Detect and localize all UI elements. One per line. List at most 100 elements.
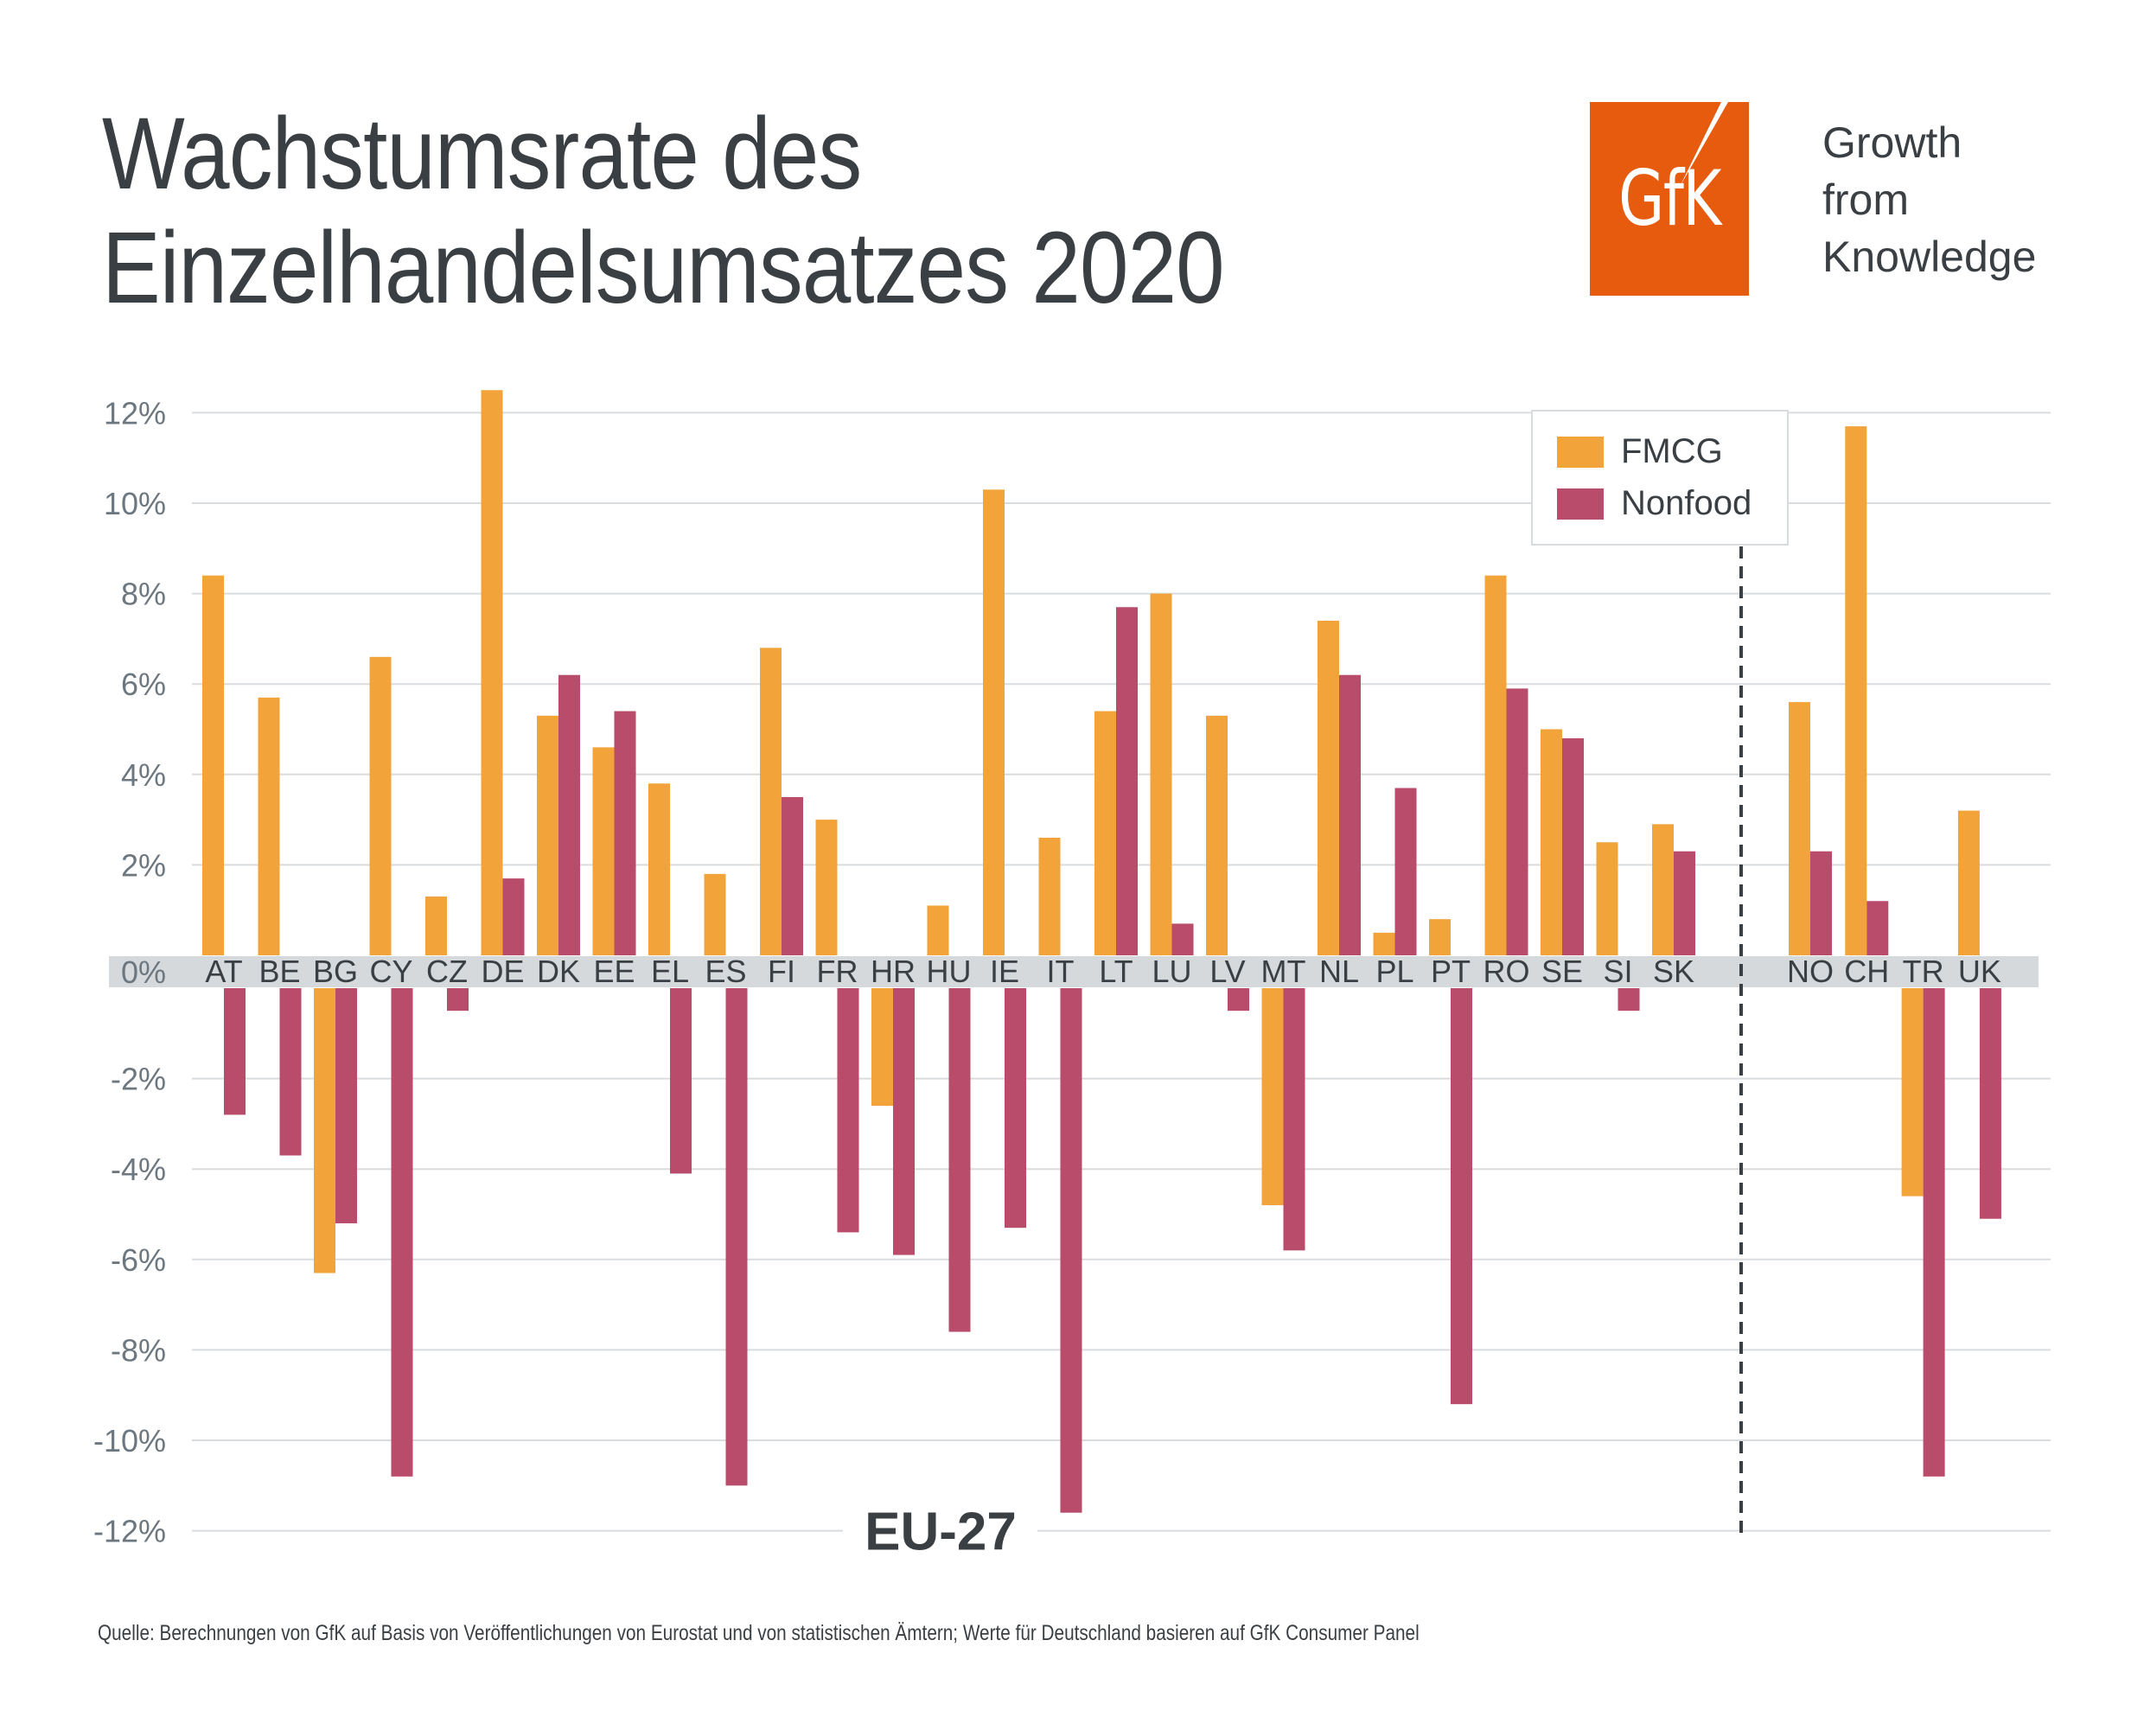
bar-nonfood-dk bbox=[558, 674, 580, 955]
x-tick-label-ie: IE bbox=[990, 954, 1019, 989]
bar-fmcg-at bbox=[202, 575, 224, 955]
y-tick-label: 12% bbox=[104, 395, 166, 431]
x-tick-label-lv: LV bbox=[1209, 954, 1245, 989]
bar-fmcg-el bbox=[648, 783, 670, 955]
eu27-annotation-group: EU-27 bbox=[843, 1503, 1037, 1562]
bar-nonfood-it bbox=[1060, 988, 1082, 1513]
source-note: Quelle: Berechnungen von GfK auf Basis v… bbox=[98, 1621, 1420, 1645]
bar-nonfood-fr bbox=[837, 988, 859, 1233]
bar-nonfood-cy bbox=[391, 988, 413, 1477]
bar-nonfood-se bbox=[1562, 737, 1584, 955]
x-tick-label-lt: LT bbox=[1099, 954, 1133, 989]
bar-fmcg-sk bbox=[1652, 824, 1674, 955]
bar-fmcg-bg bbox=[314, 988, 335, 1273]
bar-nonfood-pt bbox=[1451, 988, 1472, 1405]
y-tick-label: 4% bbox=[121, 757, 166, 793]
bar-nonfood-de bbox=[502, 878, 525, 955]
legend: FMCG Nonfood bbox=[1531, 410, 1789, 546]
bar-nonfood-mt bbox=[1283, 988, 1305, 1251]
legend-swatch-nonfood bbox=[1557, 488, 1604, 520]
bar-nonfood-hr bbox=[893, 988, 915, 1255]
x-tick-label-si: SI bbox=[1603, 954, 1632, 989]
bar-nonfood-be bbox=[279, 988, 302, 1156]
y-tick-label: -6% bbox=[111, 1242, 166, 1278]
x-tick-label-tr: TR bbox=[1903, 954, 1944, 989]
bar-fmcg-pt bbox=[1429, 919, 1451, 955]
bar-fmcg-be bbox=[258, 697, 280, 955]
y-axis-labels: 12% 10% 8% 6% 4% 2% -2% -4% -6% -8% -10% -12% 0% bbox=[93, 395, 166, 1548]
x-tick-label-sk: SK bbox=[1653, 954, 1694, 989]
bar-fmcg-lu bbox=[1150, 593, 1172, 955]
bars bbox=[202, 390, 2001, 1513]
x-tick-label-no: NO bbox=[1787, 954, 1834, 989]
x-axis-labels: AT BE BG CY CZ DE DK EE EL ES FI FR HR HU IE IT LT LU LV MT… bbox=[205, 954, 2001, 989]
bar-fmcg-hr bbox=[871, 988, 893, 1106]
bar-fmcg-lt bbox=[1094, 711, 1116, 955]
eu27-label-mask bbox=[843, 1522, 1037, 1540]
bar-nonfood-ee bbox=[614, 711, 636, 955]
bar-nonfood-fi bbox=[782, 796, 803, 955]
bar-nonfood-bg bbox=[335, 988, 357, 1223]
bar-fmcg-dk bbox=[537, 715, 558, 955]
x-tick-label-dk: DK bbox=[537, 954, 580, 989]
x-tick-label-at: AT bbox=[205, 954, 242, 989]
eu27-label: EU-27 bbox=[865, 1503, 1017, 1562]
x-tick-label-fi: FI bbox=[768, 954, 795, 989]
bar-nonfood-es bbox=[725, 988, 748, 1486]
tagline: Growth from Knowledge bbox=[1822, 114, 2036, 285]
x-tick-label-pl: PL bbox=[1375, 954, 1413, 989]
bar-fmcg-uk bbox=[1957, 810, 1980, 955]
bar-fmcg-cy bbox=[369, 656, 392, 955]
bar-nonfood-hu bbox=[948, 988, 971, 1332]
y-tick-label: 8% bbox=[121, 577, 166, 612]
bar-nonfood-el bbox=[670, 988, 692, 1174]
x-tick-label-uk: UK bbox=[1958, 954, 2001, 989]
x-tick-label-se: SE bbox=[1541, 954, 1583, 989]
bar-nonfood-at bbox=[224, 988, 246, 1115]
bar-fmcg-de bbox=[481, 390, 503, 955]
bar-fmcg-si bbox=[1596, 842, 1618, 955]
bar-fmcg-ee bbox=[592, 747, 615, 955]
bar-fmcg-ie bbox=[983, 489, 1005, 955]
x-tick-label-el: EL bbox=[651, 954, 689, 989]
x-tick-label-hr: HR bbox=[871, 954, 916, 989]
bar-nonfood-ie bbox=[1005, 988, 1026, 1229]
bar-fmcg-no bbox=[1789, 702, 1810, 955]
bar-nonfood-uk bbox=[1979, 988, 2001, 1219]
y-tick-label: 6% bbox=[121, 667, 166, 702]
bar-nonfood-si bbox=[1618, 988, 1640, 1012]
x-tick-label-ch: CH bbox=[1844, 954, 1889, 989]
bar-nonfood-pl bbox=[1394, 788, 1417, 955]
bar-fmcg-se bbox=[1541, 729, 1562, 955]
x-tick-label-hu: HU bbox=[927, 954, 972, 989]
x-tick-label-lu: LU bbox=[1152, 954, 1191, 989]
tagline-line-1: Growth bbox=[1822, 118, 1962, 167]
bar-fmcg-fi bbox=[760, 648, 782, 955]
bar-nonfood-lu bbox=[1171, 923, 1194, 955]
x-tick-label-ee: EE bbox=[593, 954, 635, 989]
bar-fmcg-pl bbox=[1373, 932, 1395, 955]
x-tick-label-cz: CZ bbox=[426, 954, 468, 989]
x-tick-label-bg: BG bbox=[313, 954, 358, 989]
bar-nonfood-nl bbox=[1339, 674, 1361, 955]
x-tick-label-pt: PT bbox=[1431, 954, 1471, 989]
bar-nonfood-cz bbox=[447, 988, 469, 1012]
y-tick-label: 0% bbox=[121, 954, 166, 990]
bar-fmcg-it bbox=[1038, 838, 1061, 955]
legend-label-fmcg: FMCG bbox=[1621, 432, 1723, 470]
legend-box bbox=[1531, 410, 1789, 546]
x-tick-label-de: DE bbox=[481, 954, 524, 989]
chart-title: Wachstumsrate des Einzelhandelsumsatzes … bbox=[102, 97, 1225, 325]
bar-nonfood-lv bbox=[1228, 988, 1249, 1012]
y-tick-label: 2% bbox=[121, 847, 166, 883]
y-tick-label: -12% bbox=[93, 1514, 166, 1549]
x-tick-label-fr: FR bbox=[817, 954, 858, 989]
y-tick-label: -10% bbox=[93, 1423, 166, 1458]
zero-band bbox=[109, 956, 2039, 987]
bar-fmcg-fr bbox=[815, 820, 838, 955]
bar-nonfood-ro bbox=[1506, 688, 1528, 955]
bar-fmcg-cz bbox=[425, 897, 447, 955]
legend-swatch-fmcg bbox=[1557, 437, 1604, 468]
bar-nonfood-ch bbox=[1866, 901, 1889, 955]
